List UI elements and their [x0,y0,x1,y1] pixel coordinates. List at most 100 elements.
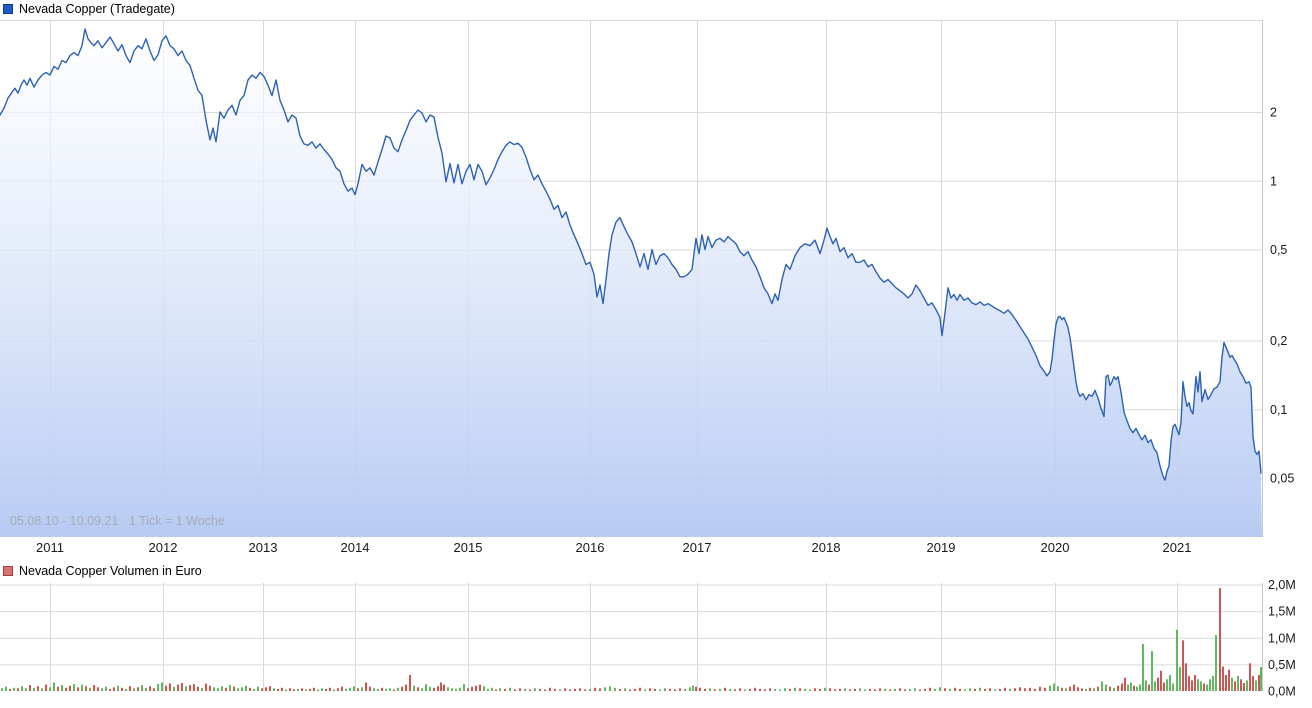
volume-bar-down [1252,676,1254,691]
volume-bar-up [794,687,796,691]
volume-bar-up [934,688,936,691]
volume-bar-down [281,687,283,691]
volume-bar-down [65,687,67,691]
volume-bar-down [269,686,271,691]
volume-bar-down [904,689,906,691]
volume-bar-up [939,687,941,691]
volume-bar-up [1176,629,1178,691]
price-series-marker-icon [3,4,13,14]
volume-bar-down [554,688,556,691]
volume-bar-up [447,687,449,691]
volume-bar-down [249,687,251,691]
volume-bar-up [614,687,616,691]
volume-bar-down [309,688,311,691]
volume-bar-down [739,688,741,691]
volume-bar-down [829,688,831,691]
volume-bar-down [899,688,901,691]
volume-bar-up [213,687,215,691]
volume-bar-up [824,687,826,691]
volume-bar-up [21,686,23,691]
volume-bar-down [1249,663,1251,691]
volume-bar-up [664,688,666,691]
volume-bar-up [1057,686,1059,691]
volume-bar-up [709,688,711,691]
volume-bar-down [789,688,791,691]
volume-bar-down [437,686,439,691]
volume-bar-up [1085,688,1087,691]
volume-bar-down [495,689,497,691]
volume-bar-up [221,686,223,691]
volume-bar-down [337,688,339,691]
volume-bar-down [401,686,403,691]
volume-bar-down [393,689,395,691]
volume-bar-up [297,688,299,691]
volume-bar-down [1069,686,1071,691]
volume-bar-down [1014,688,1016,691]
volume-bar-down [734,689,736,691]
volume-bar-up [809,689,811,691]
volume-bar-down [121,687,123,691]
axis-labels: 2 1 0,5 0,2 0,1 0,05 2011 2012 2013 2014 2015 2016 2… [36,106,1296,699]
volume-bar-down [1073,684,1075,691]
volume-bar-up [117,685,119,691]
volume-bar-up [1200,681,1202,691]
volume-bar-up [1127,684,1129,691]
volume-bar-down [924,688,926,691]
volume-bar-up [49,687,51,691]
volume-bar-up [333,689,335,691]
volume-bar-down [649,688,651,691]
volume-bar-down [153,688,155,691]
volume-bar-down [77,687,79,691]
volume-bar-up [689,687,691,691]
volume-bar-up [53,682,55,691]
volume-bar-up [81,684,83,691]
volume-bar-up [1049,685,1051,691]
volume-bar-up [157,684,159,691]
volume-bar-up [245,685,247,691]
volume-bar-down [849,689,851,691]
volume-bar-down [1194,675,1196,691]
volume-bar-down [45,684,47,691]
volume-bar-down [109,688,111,691]
volume-bar-down [137,687,139,691]
volume-bar-down [569,689,571,691]
volume-bar-down [674,689,676,691]
volume-bar-down [29,685,31,691]
volume-bar-down [634,688,636,691]
volume-bar-down [724,687,726,691]
volume-bar-down [69,685,71,691]
volume-bar-up [133,688,135,691]
volume-bar-down [1157,677,1159,691]
volume-bar-up [1101,681,1103,691]
volume-bar-down [759,688,761,691]
volume-bar-up [345,688,347,691]
volume-bar-down [193,684,195,691]
volume-bar-up [604,687,606,691]
volume-bar-up [33,687,35,691]
volume-bar-up [491,687,493,691]
volume-bar-up [844,688,846,691]
volume-bar-down [1191,680,1193,692]
volume-bar-up [237,688,239,691]
volume-bar-up [744,689,746,691]
volume-bar-up [1053,683,1055,691]
volume-bar-down [619,688,621,691]
volume-bar-down [1243,683,1245,691]
volume-bar-up [659,689,661,691]
volume-bar-up [1166,679,1168,691]
volume-bar-up [5,686,7,691]
volume-bar-down [1061,687,1063,691]
volume-bar-down [919,689,921,691]
volume-bar-up [964,689,966,691]
volume-bar-down [714,689,716,691]
volume-bar-down [989,688,991,691]
volume-bar-down [417,687,419,691]
price-axis-tick-label: 1 [1270,174,1277,188]
year-axis-tick-label: 2016 [576,540,605,555]
volume-bar-down [959,688,961,691]
volume-bar-up [353,686,355,691]
volume-bar-up [609,686,611,691]
volume-bar-down [277,688,279,691]
volume-bar-down [1225,675,1227,691]
